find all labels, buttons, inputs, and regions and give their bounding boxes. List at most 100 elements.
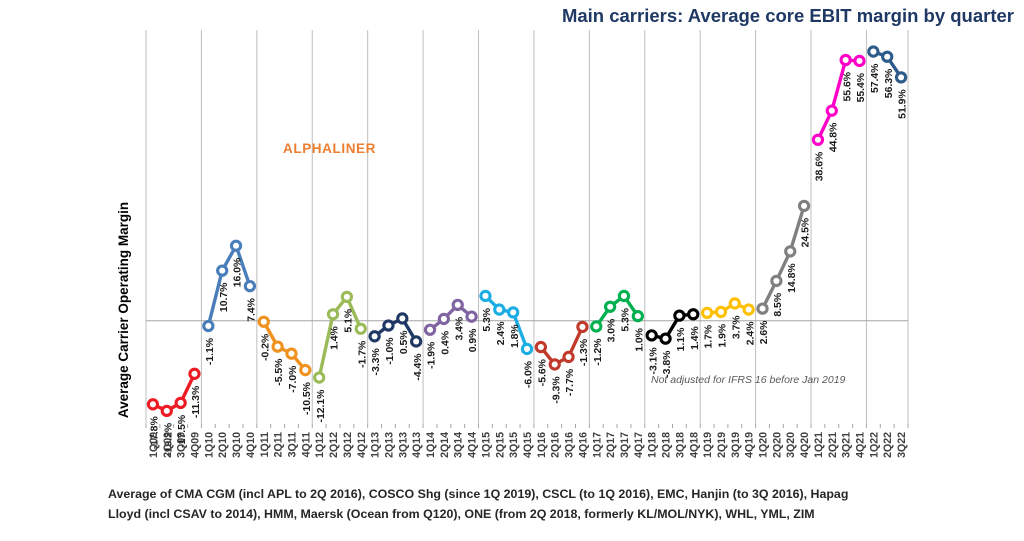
data-point-marker (326, 308, 340, 321)
x-tick-1Q16: 1Q16 (536, 432, 548, 458)
x-tick-3Q15: 3Q15 (508, 432, 520, 458)
alphaliner-watermark: ALPHALINER (283, 141, 376, 156)
data-point-marker (354, 322, 367, 335)
series-line-2011 (262, 320, 308, 372)
data-point-marker (160, 404, 173, 418)
data-point-marker (271, 340, 284, 353)
x-axis-tick-labels: 1Q09 2Q09 3Q09 4Q09 1Q10 2Q10 3Q10 4Q10 1Q11 2Q11… (148, 432, 908, 458)
data-point-marker (174, 396, 187, 410)
series-line-2019 (705, 301, 751, 315)
series-line-2009 (151, 372, 197, 413)
data-point-marker (867, 45, 880, 58)
data-value-label: 14.8% (787, 263, 798, 292)
data-value-label: -1.0% (385, 338, 396, 365)
x-tick-1Q10: 1Q10 (203, 432, 215, 458)
series-line-2016 (539, 325, 585, 367)
data-value-label: -1.7% (357, 341, 368, 368)
series-line-2014 (428, 303, 474, 332)
data-point-marker (410, 335, 423, 348)
data-value-label: -1.3% (579, 339, 590, 366)
x-tick-3Q22: 3Q22 (896, 432, 908, 458)
y-axis-label: Average Carrier Operating Margin (116, 202, 131, 418)
data-value-label: 44.8% (828, 123, 839, 152)
data-value-label: 2.4% (745, 322, 756, 346)
data-point-marker (756, 302, 769, 315)
data-value-label: 38.6% (815, 152, 826, 181)
data-point-marker (590, 320, 603, 333)
data-value-label: -6.0% (524, 361, 535, 388)
x-tick-3Q18: 3Q18 (674, 432, 686, 458)
data-value-label: -19.2% (163, 423, 174, 456)
data-point-marker (285, 347, 298, 360)
x-tick-4Q17: 4Q17 (633, 432, 645, 458)
series-line-2021 (816, 58, 862, 142)
data-value-label: -4.4% (413, 353, 424, 380)
series-line-2012 (317, 295, 363, 380)
data-point-marker (216, 264, 229, 277)
x-tick-2Q21: 2Q21 (827, 432, 839, 458)
x-tick-1Q22: 1Q22 (868, 432, 880, 458)
x-tick-1Q09: 1Q09 (148, 432, 160, 458)
data-point-marker (811, 133, 825, 146)
x-tick-2Q22: 2Q22 (882, 432, 894, 458)
x-tick-2Q16: 2Q16 (550, 432, 562, 458)
data-value-label: 5.3% (482, 308, 493, 332)
x-tick-3Q21: 3Q21 (841, 432, 853, 458)
data-value-label: 16.0% (233, 258, 244, 287)
data-value-label: 5.3% (621, 308, 632, 332)
data-point-marker (368, 330, 381, 343)
data-value-label: -5.6% (537, 359, 548, 386)
series-line-2020 (760, 204, 806, 311)
data-point-marker (714, 305, 728, 319)
x-tick-4Q16: 4Q16 (577, 432, 589, 458)
data-value-label: -10.5% (302, 382, 313, 415)
x-tick-3Q17: 3Q17 (619, 432, 631, 458)
data-point-marker (673, 309, 686, 322)
caption-line-1: Average of CMA CGM (incl APL to 2Q 2016)… (108, 487, 849, 501)
data-point-marker (687, 308, 700, 321)
data-value-label: -7.7% (565, 369, 576, 396)
data-point-marker (257, 315, 270, 328)
x-tick-4Q12: 4Q12 (356, 432, 368, 458)
series-line-2013 (372, 316, 418, 344)
data-point-marker (728, 297, 741, 310)
series-line-2018 (649, 312, 695, 341)
x-tick-4Q14: 4Q14 (467, 432, 479, 458)
x-tick-4Q20: 4Q20 (799, 432, 811, 458)
x-tick-3Q19: 3Q19 (730, 432, 742, 458)
data-point-marker (645, 329, 658, 342)
x-tick-3Q11: 3Q11 (286, 432, 298, 457)
data-point-marker (479, 289, 492, 303)
data-point-marker (465, 310, 478, 323)
series-lines (146, 45, 908, 418)
data-value-label: 2.4% (496, 322, 507, 346)
data-point-marker (451, 298, 464, 312)
data-value-label: 1.1% (676, 328, 687, 352)
data-point-marker (202, 319, 215, 333)
series-line-2010 (206, 244, 252, 328)
data-point-marker (534, 340, 547, 354)
x-tick-1Q13: 1Q13 (370, 432, 382, 458)
data-value-label: -1.1% (205, 338, 216, 365)
x-tick-4Q21: 4Q21 (855, 432, 867, 458)
data-value-label: 1.0% (634, 328, 645, 352)
data-value-label: 7.4% (247, 298, 258, 322)
data-point-marker (617, 289, 631, 303)
data-value-label: 24.5% (801, 218, 812, 247)
data-value-label: 55.4% (856, 73, 867, 102)
data-value-label: 1.7% (704, 325, 715, 349)
data-point-marker (548, 358, 561, 371)
x-tick-2Q11: 2Q11 (273, 432, 285, 457)
x-tick-2Q19: 2Q19 (716, 432, 728, 458)
data-point-marker (894, 71, 908, 84)
x-tick-2Q09: 2Q09 (162, 432, 174, 458)
data-point-marker (313, 371, 326, 384)
data-point-marker (507, 306, 520, 319)
data-value-label: -17.8% (150, 416, 161, 449)
data-value-label: -3.8% (662, 351, 673, 378)
x-tick-1Q20: 1Q20 (758, 432, 770, 458)
x-tick-4Q13: 4Q13 (411, 432, 423, 458)
data-value-label: -3.1% (648, 347, 659, 374)
